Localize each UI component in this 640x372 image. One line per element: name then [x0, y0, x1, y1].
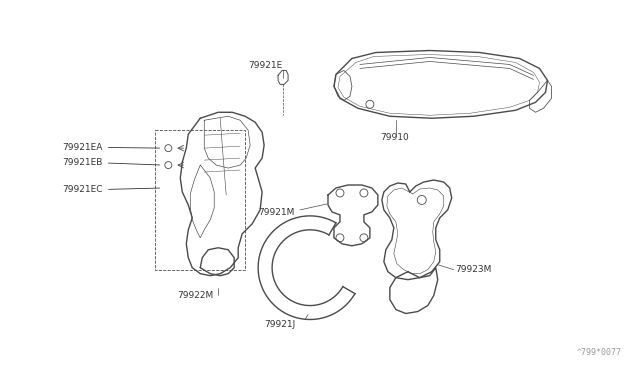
Text: ^799*0077: ^799*0077: [577, 348, 621, 357]
Text: 79923M: 79923M: [456, 265, 492, 274]
Text: 79921M: 79921M: [259, 208, 295, 217]
Text: 79910: 79910: [380, 133, 408, 142]
Text: 79921E: 79921E: [248, 61, 282, 70]
Text: 79921EA: 79921EA: [63, 142, 159, 152]
Text: 79922M: 79922M: [177, 291, 213, 299]
Text: 79921EC: 79921EC: [63, 186, 159, 195]
Text: 79921EB: 79921EB: [63, 158, 159, 167]
Text: 79921J: 79921J: [264, 320, 296, 330]
